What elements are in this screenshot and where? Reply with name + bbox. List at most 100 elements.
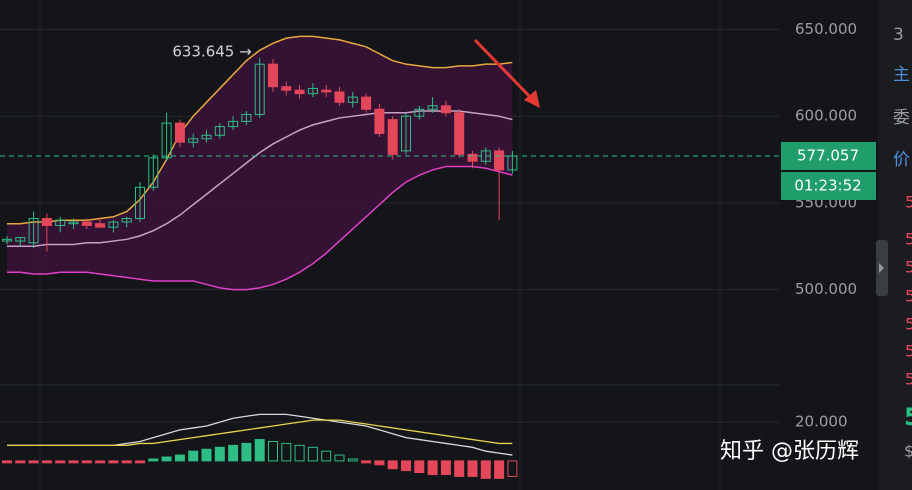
candle-body	[401, 115, 411, 152]
macd-bar	[321, 450, 332, 462]
arrow	[473, 38, 535, 102]
candle-body	[414, 108, 425, 117]
candle-body	[28, 218, 39, 244]
last-price-box	[781, 141, 876, 170]
candle-body	[214, 126, 225, 136]
candle-body	[121, 218, 132, 223]
candle-body	[374, 108, 385, 135]
macd-bar	[454, 460, 465, 477]
macd-bar	[374, 460, 385, 466]
candle-body	[15, 237, 26, 242]
y-tick-label: 650.000	[795, 20, 857, 38]
side-digit: 5	[905, 258, 912, 277]
candle-body	[467, 153, 478, 162]
macd-bar	[254, 439, 265, 462]
candle-body	[68, 221, 79, 225]
candle-body	[228, 120, 239, 128]
macd-bar	[214, 446, 225, 462]
side-currency: $	[904, 442, 912, 461]
macd-bar	[294, 444, 305, 462]
macd-bar	[507, 460, 518, 477]
macd-bar	[480, 460, 491, 479]
candle-body	[174, 122, 185, 143]
side-digit: 5	[905, 370, 912, 389]
candle-body	[321, 89, 332, 93]
macd-bar	[201, 448, 212, 462]
candle-body	[454, 112, 465, 155]
countdown: 01:23:52	[794, 176, 861, 194]
candle-body	[254, 63, 265, 115]
side-digit: 5	[905, 193, 912, 212]
watermark: 知乎 @张历辉	[720, 439, 859, 464]
expand-icon[interactable]	[879, 263, 884, 273]
macd-bar	[161, 456, 172, 462]
macd-bar	[361, 460, 372, 464]
macd-bar	[81, 460, 92, 464]
macd-bar	[15, 460, 26, 464]
macd-bar	[188, 450, 199, 462]
side-big: 5	[904, 403, 912, 431]
y-tick-label: 500.000	[795, 280, 857, 298]
candle-body	[108, 221, 119, 228]
side-tab: 委	[893, 108, 910, 128]
candle-body	[201, 134, 212, 140]
macd-bar	[401, 460, 411, 472]
y-tick-label: 600.000	[795, 107, 857, 125]
candle-body	[188, 138, 199, 143]
macd-bar	[55, 460, 66, 464]
candle-body	[268, 63, 278, 88]
macd-bar	[440, 460, 451, 475]
candle-body	[241, 113, 252, 122]
candle-body	[161, 122, 172, 159]
arrow-head	[524, 90, 540, 108]
candle-body	[2, 238, 12, 242]
band-upper	[7, 35, 513, 225]
side-tab: 价	[893, 150, 910, 170]
candle-body	[95, 223, 106, 228]
candle-body	[334, 91, 345, 103]
macd-bar	[41, 460, 52, 464]
countdown-box	[781, 171, 876, 200]
candle-body	[81, 221, 92, 226]
band-fill	[7, 36, 513, 290]
side-digit: 5	[905, 287, 912, 306]
macd-bar	[347, 458, 358, 462]
candle-body	[135, 186, 145, 220]
side-digit: 5	[905, 230, 912, 249]
candle-body	[307, 87, 318, 95]
candle-body	[148, 157, 159, 188]
candle-body	[294, 89, 305, 95]
last-price-label: 577.057	[797, 146, 859, 164]
macd-bar	[307, 446, 318, 462]
band-lower	[7, 165, 513, 291]
candle-body	[55, 219, 66, 226]
candle-body	[507, 155, 518, 171]
macd-bar	[467, 460, 478, 477]
macd-bar	[68, 460, 79, 464]
macd-bar	[28, 460, 39, 464]
macd-bar	[228, 444, 239, 462]
candle-body	[427, 105, 438, 110]
side-digit: 5	[905, 342, 912, 361]
macd-bar	[135, 460, 145, 464]
candle-body	[41, 218, 52, 226]
macd-bar	[387, 460, 398, 470]
macd-bar	[334, 454, 345, 462]
dea-line	[7, 419, 513, 447]
macd-bar	[414, 460, 425, 474]
macd-bar	[148, 458, 159, 462]
side-tab: 主	[893, 65, 910, 85]
macd-bar	[2, 460, 12, 464]
macd-bar	[494, 460, 505, 479]
candle-body	[440, 105, 451, 114]
macd-bar	[281, 442, 292, 462]
candle-body	[494, 150, 505, 171]
macd-bar	[121, 460, 132, 464]
macd-bar	[427, 460, 438, 475]
macd-bar	[108, 460, 119, 464]
macd-bar	[241, 442, 252, 462]
side-digit: 5	[905, 315, 912, 334]
macd-bar	[268, 441, 278, 462]
candle-body	[281, 86, 292, 91]
